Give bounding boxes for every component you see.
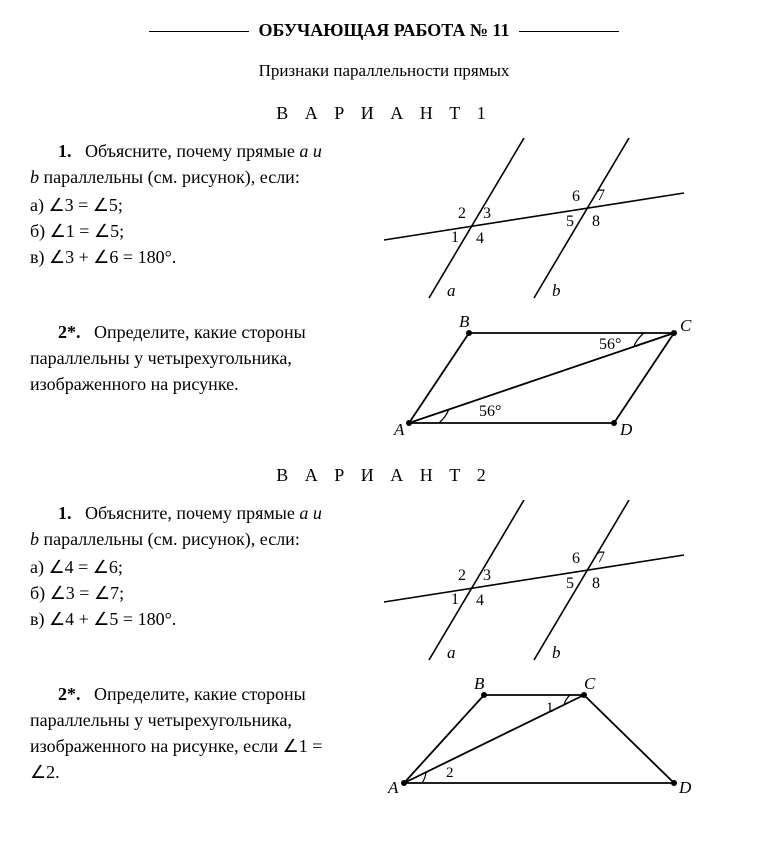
ang-8: 8 xyxy=(592,213,600,230)
lab-D: D xyxy=(619,420,633,439)
ang-4b: 4 xyxy=(476,592,484,609)
lab-C2: C xyxy=(584,675,596,693)
v2-task2-row: 2*. Определите, какие стороны параллельн… xyxy=(30,675,738,795)
label-a: a xyxy=(447,281,456,300)
v2-t1-intro2: параллельны (см. рисунок), если: xyxy=(44,529,300,549)
ang-1: 1 xyxy=(451,229,459,246)
v2-fig1: 2 3 1 4 6 7 5 8 a b xyxy=(340,500,738,665)
ang-5: 5 xyxy=(566,213,574,230)
ang-5b: 5 xyxy=(566,575,574,592)
v2-t1-num: 1. xyxy=(58,503,72,523)
ang-6b: 6 xyxy=(572,550,580,567)
lab-C: C xyxy=(680,316,692,335)
label-b: b xyxy=(552,281,561,300)
ang56-top: 56° xyxy=(599,336,621,353)
ang-6: 6 xyxy=(572,188,580,205)
ang1-lab: 1 xyxy=(546,700,554,716)
v1-t1-intro: Объясните, почему прямые xyxy=(85,141,295,161)
lab-A: A xyxy=(393,420,405,439)
v1-t1-b: б) ∠1 = ∠5; xyxy=(30,218,330,244)
label-b2: b xyxy=(552,643,561,662)
ang-4: 4 xyxy=(476,230,484,247)
v1-t1-c: в) ∠3 + ∠6 = 180°. xyxy=(30,244,330,270)
header-title: ОБУЧАЮЩАЯ РАБОТА № 11 xyxy=(259,20,510,40)
ang-7b: 7 xyxy=(597,549,605,566)
subtitle: Признаки параллельности прямых xyxy=(30,61,738,81)
variant-1-label: В А Р И А Н Т 1 xyxy=(30,103,738,124)
v1-task2-text: 2*. Определите, какие стороны параллельн… xyxy=(30,313,340,403)
v1-task2-row: 2*. Определите, какие стороны параллельн… xyxy=(30,313,738,443)
v1-t1-num: 1. xyxy=(58,141,72,161)
v2-task1-text: 1. Объясните, почему прямые a и b паралл… xyxy=(30,500,340,632)
label-a2: a xyxy=(447,643,456,662)
ang-3b: 3 xyxy=(483,567,491,584)
ang-2b: 2 xyxy=(458,567,466,584)
v2-t1-intro: Объясните, почему прямые xyxy=(85,503,295,523)
ang56-bot: 56° xyxy=(479,403,501,420)
lab-B: B xyxy=(459,313,470,331)
v1-task1-row: 1. Объясните, почему прямые a и b паралл… xyxy=(30,138,738,303)
ang-8b: 8 xyxy=(592,575,600,592)
v1-t2-num: 2*. xyxy=(58,322,81,342)
lab-B2: B xyxy=(474,675,485,693)
v1-task1-text: 1. Объясните, почему прямые a и b паралл… xyxy=(30,138,340,270)
ang2-lab: 2 xyxy=(446,765,454,781)
v2-task2-text: 2*. Определите, какие стороны параллельн… xyxy=(30,675,340,791)
page-header: ОБУЧАЮЩАЯ РАБОТА № 11 xyxy=(30,20,738,41)
v1-t1-intro2: параллельны (см. рисунок), если: xyxy=(44,167,300,187)
ang-3: 3 xyxy=(483,205,491,222)
v2-t2-num: 2*. xyxy=(58,684,81,704)
lab-D2: D xyxy=(678,778,692,795)
v1-fig2: A B C D 56° 56° xyxy=(340,313,738,443)
v2-t1-b: б) ∠3 = ∠7; xyxy=(30,580,330,606)
v1-t1-a: а) ∠3 = ∠5; xyxy=(30,192,330,218)
v2-fig3: A B C D 1 2 xyxy=(340,675,738,795)
v2-task1-row: 1. Объясните, почему прямые a и b паралл… xyxy=(30,500,738,665)
v2-t1-c: в) ∠4 + ∠5 = 180°. xyxy=(30,606,330,632)
v1-fig1: 2 3 1 4 6 7 5 8 a b xyxy=(340,138,738,303)
variant-2-label: В А Р И А Н Т 2 xyxy=(30,465,738,486)
v2-t1-a: а) ∠4 = ∠6; xyxy=(30,554,330,580)
ang-2: 2 xyxy=(458,205,466,222)
lab-A2: A xyxy=(387,778,399,795)
ang-7: 7 xyxy=(597,187,605,204)
ang-1b: 1 xyxy=(451,591,459,608)
